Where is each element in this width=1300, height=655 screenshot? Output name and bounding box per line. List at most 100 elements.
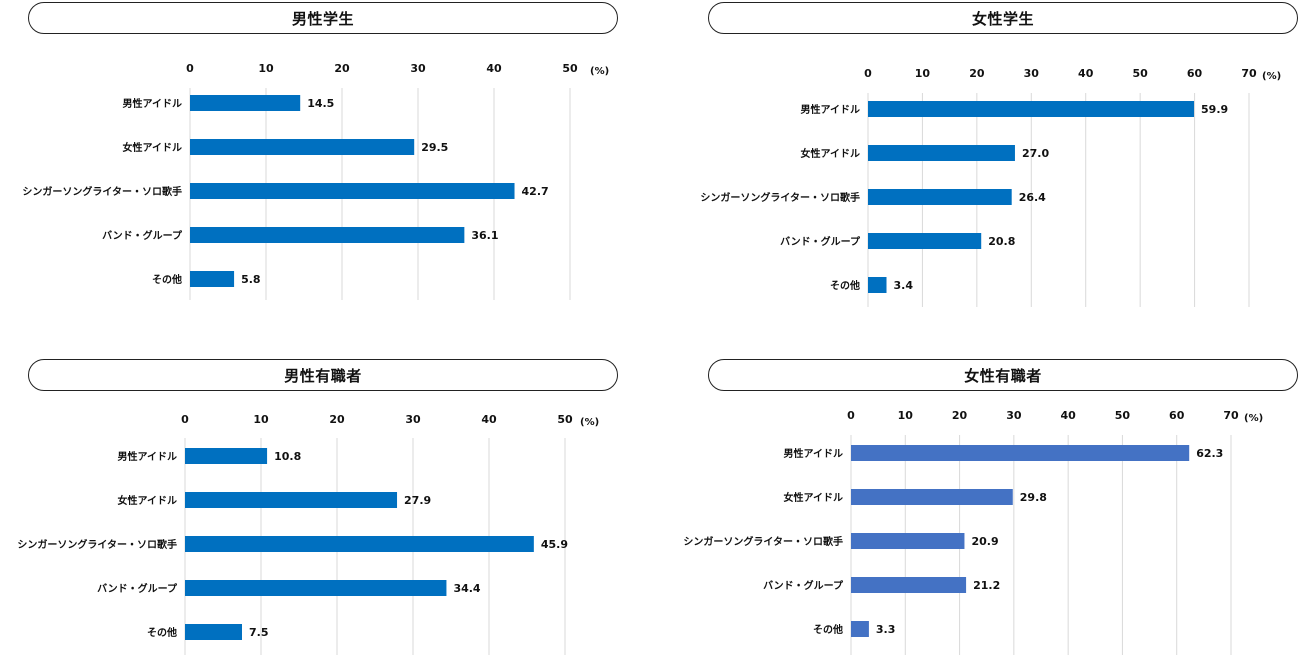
x-tick-label: 30: [1006, 409, 1022, 422]
bar: [185, 536, 534, 552]
x-tick-label: 20: [334, 62, 350, 75]
chart-female-students: 0 10 20 30 40 50 60 70 (%) 男性アイドル 59.9 女性アイドル 27.0 シン…: [700, 67, 1281, 307]
value-label: 3.4: [894, 279, 914, 292]
chart-title-female-students: 女性学生: [708, 2, 1298, 34]
bar: [868, 189, 1012, 205]
unit-label: (%): [1262, 71, 1281, 82]
x-tick-label: 30: [1024, 67, 1040, 80]
x-tick-label: 60: [1169, 409, 1185, 422]
chart-title-text: 女性学生: [971, 9, 1034, 28]
x-tick-label: 50: [557, 413, 573, 426]
category-label: 女性アイドル: [118, 494, 178, 507]
bar: [190, 271, 235, 287]
chart-title-female-workers: 女性有職者: [708, 359, 1298, 391]
category-label: 男性アイドル: [784, 447, 844, 460]
x-tick-label: 40: [1060, 409, 1076, 422]
bar: [190, 95, 301, 111]
category-label: シンガーソングライター・ソロ歌手: [683, 535, 843, 548]
bar: [868, 145, 1015, 161]
x-tick-label: 10: [253, 413, 269, 426]
category-label: その他: [152, 273, 182, 286]
x-tick-label: 40: [1078, 67, 1094, 80]
value-label: 42.7: [522, 185, 549, 198]
x-tick-label: 20: [329, 413, 345, 426]
category-label: 女性アイドル: [801, 147, 861, 160]
chart-title-text: 男性学生: [291, 9, 354, 28]
x-tick-label: 0: [181, 413, 189, 426]
x-tick-label: 0: [186, 62, 194, 75]
x-tick-label: 50: [562, 62, 578, 75]
value-label: 34.4: [453, 582, 480, 595]
value-label: 29.5: [421, 141, 448, 154]
bar: [185, 580, 447, 596]
x-tick-label: 10: [915, 67, 931, 80]
value-label: 10.8: [274, 450, 301, 463]
bar: [185, 448, 268, 464]
bar: [851, 577, 967, 593]
x-tick-label: 70: [1223, 409, 1239, 422]
bar: [851, 621, 869, 637]
category-label: 女性アイドル: [123, 141, 183, 154]
category-label: その他: [813, 623, 843, 636]
category-label: シンガーソングライター・ソロ歌手: [700, 191, 860, 204]
category-label: シンガーソングライター・ソロ歌手: [17, 538, 177, 551]
value-label: 27.9: [404, 494, 431, 507]
value-label: 62.3: [1196, 447, 1223, 460]
x-tick-label: 20: [952, 409, 968, 422]
chart-title-male-workers: 男性有職者: [28, 359, 618, 391]
bar: [190, 227, 465, 243]
category-label: その他: [147, 626, 177, 639]
category-label: その他: [830, 279, 860, 292]
value-label: 7.5: [249, 626, 269, 639]
bar: [868, 277, 887, 293]
category-label: バンド・グループ: [780, 235, 861, 248]
unit-label: (%): [590, 66, 609, 77]
x-tick-label: 10: [898, 409, 914, 422]
category-label: バンド・グループ: [97, 582, 178, 595]
category-label: バンド・グループ: [102, 229, 183, 242]
x-tick-label: 40: [486, 62, 502, 75]
value-label: 45.9: [541, 538, 568, 551]
value-label: 26.4: [1019, 191, 1046, 204]
bar: [851, 533, 965, 549]
x-tick-label: 30: [405, 413, 421, 426]
chart-title-text: 女性有職者: [964, 366, 1042, 385]
category-label: 男性アイドル: [123, 97, 183, 110]
bar: [851, 445, 1190, 461]
value-label: 36.1: [471, 229, 498, 242]
value-label: 29.8: [1020, 491, 1047, 504]
x-tick-label: 0: [864, 67, 872, 80]
value-label: 5.8: [241, 273, 261, 286]
category-label: 男性アイドル: [801, 103, 861, 116]
x-tick-label: 50: [1132, 67, 1148, 80]
x-tick-label: 70: [1241, 67, 1257, 80]
x-tick-label: 10: [258, 62, 274, 75]
bar: [190, 183, 515, 199]
chart-title-male-students: 男性学生: [28, 2, 618, 34]
x-tick-label: 50: [1115, 409, 1131, 422]
chart-male-workers: 0 10 20 30 40 50 (%) 男性アイドル 10.8 女性アイドル 27.9 シンガーソン…: [17, 413, 599, 655]
x-tick-label: 0: [847, 409, 855, 422]
x-tick-label: 60: [1187, 67, 1203, 80]
x-tick-label: 30: [410, 62, 426, 75]
value-label: 27.0: [1022, 147, 1049, 160]
unit-label: (%): [1244, 413, 1263, 424]
x-tick-label: 20: [969, 67, 985, 80]
category-label: シンガーソングライター・ソロ歌手: [22, 185, 182, 198]
value-label: 59.9: [1201, 103, 1228, 116]
value-label: 3.3: [876, 623, 896, 636]
bar: [868, 233, 982, 249]
unit-label: (%): [580, 417, 599, 428]
value-label: 14.5: [307, 97, 334, 110]
category-label: バンド・グループ: [763, 579, 844, 592]
bar: [185, 624, 242, 640]
category-label: 男性アイドル: [118, 450, 178, 463]
bar: [185, 492, 398, 508]
value-label: 20.8: [988, 235, 1015, 248]
value-label: 21.2: [973, 579, 1000, 592]
category-label: 女性アイドル: [784, 491, 844, 504]
chart-title-text: 男性有職者: [284, 366, 362, 385]
chart-male-students: 0 10 20 30 40 50 (%) 男性アイドル 14.5 女性アイドル 29.5 シンガーソン…: [22, 62, 609, 300]
value-label: 20.9: [971, 535, 998, 548]
